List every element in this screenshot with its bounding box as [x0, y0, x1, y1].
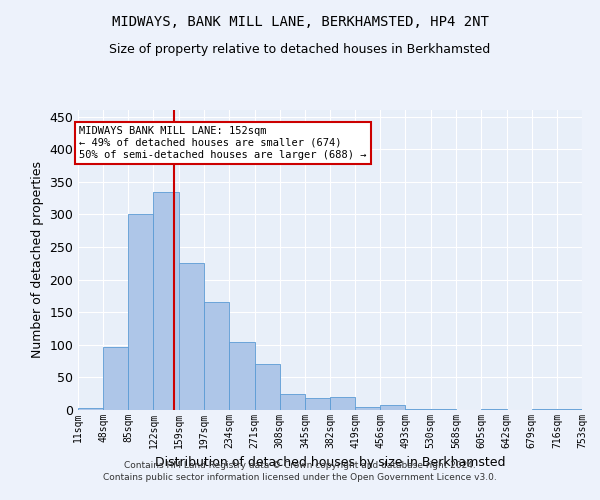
Bar	[205, 302, 229, 410]
Bar	[406, 408, 431, 410]
Text: Contains HM Land Registry data © Crown copyright and database right 2024.
Contai: Contains HM Land Registry data © Crown c…	[103, 461, 497, 482]
Bar	[103, 348, 128, 410]
Bar	[229, 342, 254, 410]
Bar	[154, 192, 179, 410]
Bar	[128, 214, 154, 410]
Bar	[330, 397, 355, 410]
Bar	[78, 408, 103, 410]
Bar	[355, 406, 380, 410]
X-axis label: Distribution of detached houses by size in Berkhamsted: Distribution of detached houses by size …	[155, 456, 505, 469]
Bar	[380, 405, 406, 410]
Text: MIDWAYS, BANK MILL LANE, BERKHAMSTED, HP4 2NT: MIDWAYS, BANK MILL LANE, BERKHAMSTED, HP…	[112, 15, 488, 29]
Bar	[179, 264, 205, 410]
Bar	[280, 394, 305, 410]
Bar	[254, 364, 280, 410]
Text: MIDWAYS BANK MILL LANE: 152sqm
← 49% of detached houses are smaller (674)
50% of: MIDWAYS BANK MILL LANE: 152sqm ← 49% of …	[79, 126, 367, 160]
Bar	[305, 398, 330, 410]
Y-axis label: Number of detached properties: Number of detached properties	[31, 162, 44, 358]
Text: Size of property relative to detached houses in Berkhamsted: Size of property relative to detached ho…	[109, 42, 491, 56]
